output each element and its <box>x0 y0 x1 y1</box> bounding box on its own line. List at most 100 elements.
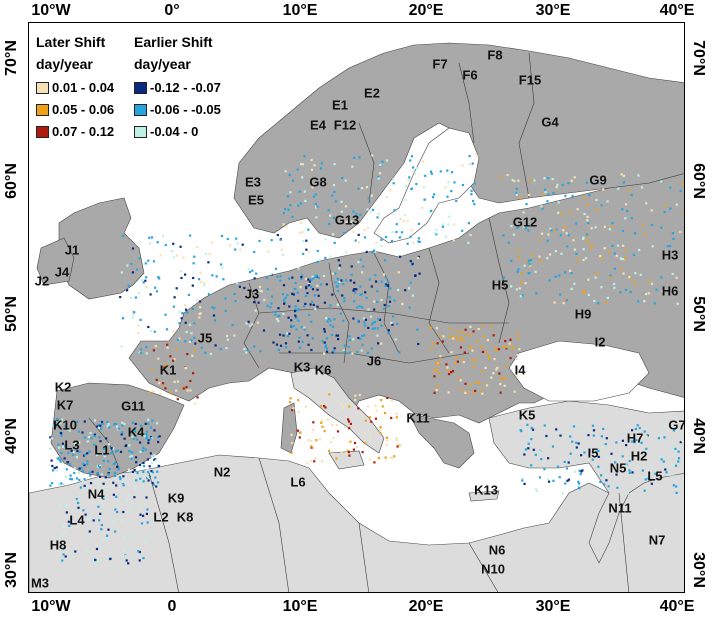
shift-pixel <box>277 320 280 323</box>
shift-pixel <box>528 179 531 182</box>
shift-pixel <box>55 469 58 472</box>
shift-pixel <box>124 554 127 558</box>
shift-pixel <box>297 410 300 413</box>
shift-pixel <box>360 187 364 190</box>
shift-pixel <box>68 429 71 432</box>
shift-pixel <box>156 422 159 425</box>
shift-pixel <box>353 426 356 429</box>
shift-pixel <box>402 219 405 223</box>
tick-top-label: 40°E <box>659 2 695 19</box>
shift-pixel <box>610 452 613 455</box>
region-label-f8: F8 <box>487 47 503 63</box>
shift-pixel <box>577 480 580 483</box>
shift-pixel <box>188 323 191 326</box>
shift-pixel <box>117 468 120 471</box>
shift-pixel <box>301 163 304 166</box>
shift-pixel <box>372 321 375 324</box>
shift-pixel <box>84 513 87 516</box>
shift-pixel <box>439 170 442 173</box>
shift-pixel <box>481 370 484 373</box>
shift-pixel <box>567 478 570 481</box>
shift-pixel <box>220 263 223 266</box>
shift-pixel <box>352 317 355 320</box>
region-label-n5: N5 <box>609 460 627 476</box>
shift-pixel <box>657 437 660 440</box>
shift-pixel <box>122 510 125 514</box>
shift-pixel <box>615 441 618 444</box>
shift-pixel <box>276 318 279 321</box>
shift-pixel <box>577 442 580 445</box>
shift-pixel <box>548 480 551 483</box>
shift-pixel <box>288 350 291 353</box>
shift-pixel <box>289 191 292 194</box>
shift-pixel <box>80 467 83 470</box>
shift-pixel <box>387 332 390 335</box>
shift-pixel <box>363 334 366 337</box>
shift-pixel <box>75 444 78 447</box>
shift-pixel <box>311 300 314 303</box>
shift-pixel <box>379 426 382 429</box>
shift-pixel <box>671 272 674 276</box>
shift-pixel <box>566 245 569 248</box>
shift-pixel <box>204 252 208 255</box>
shift-pixel <box>88 450 91 453</box>
shift-pixel <box>418 272 421 275</box>
shift-pixel <box>173 380 176 383</box>
shift-pixel <box>333 318 336 321</box>
shift-pixel <box>156 470 159 473</box>
shift-pixel <box>175 348 178 351</box>
shift-pixel <box>382 273 385 276</box>
shift-pixel <box>387 329 390 332</box>
shift-pixel <box>279 238 282 241</box>
shift-pixel <box>392 178 395 181</box>
shift-pixel <box>291 179 295 182</box>
shift-pixel <box>587 221 590 225</box>
shift-pixel <box>674 464 678 467</box>
shift-pixel <box>305 239 308 242</box>
shift-pixel <box>422 186 425 189</box>
shift-pixel <box>129 506 132 509</box>
shift-pixel <box>298 336 301 339</box>
shift-pixel <box>60 432 63 435</box>
shift-pixel <box>354 239 357 242</box>
shift-pixel <box>157 465 161 468</box>
shift-pixel <box>94 559 97 562</box>
shift-pixel <box>199 271 202 274</box>
shift-pixel <box>543 188 547 191</box>
shift-pixel <box>159 392 162 395</box>
shift-pixel <box>573 248 576 251</box>
shift-pixel <box>309 303 312 306</box>
italy-land <box>290 367 385 454</box>
shift-pixel <box>275 343 279 346</box>
shift-pixel <box>96 454 99 457</box>
shift-pixel <box>573 282 576 285</box>
shift-pixel <box>55 466 58 469</box>
shift-pixel <box>333 190 336 194</box>
shift-pixel <box>165 328 168 331</box>
shift-pixel <box>74 447 77 450</box>
shift-pixel <box>129 534 132 537</box>
shift-pixel <box>192 276 195 280</box>
shift-pixel <box>389 287 392 290</box>
shift-pixel <box>660 276 663 279</box>
shift-pixel <box>149 293 152 296</box>
shift-pixel <box>542 194 545 197</box>
shift-pixel <box>597 449 600 452</box>
shift-pixel <box>363 431 366 434</box>
shift-pixel <box>534 488 537 491</box>
shift-pixel <box>669 186 672 189</box>
shift-pixel <box>536 489 539 492</box>
shift-pixel <box>674 447 677 450</box>
region-label-k3: K3 <box>293 359 311 375</box>
legend-swatch <box>36 81 49 94</box>
shift-pixel <box>661 290 664 293</box>
shift-pixel <box>145 437 148 440</box>
shift-pixel <box>477 381 480 385</box>
shift-pixel <box>62 483 65 486</box>
shift-pixel <box>556 465 560 468</box>
shift-pixel <box>499 377 502 381</box>
shift-pixel <box>664 468 667 471</box>
shift-pixel <box>332 216 335 219</box>
shift-pixel <box>357 336 360 340</box>
shift-pixel <box>432 342 435 345</box>
